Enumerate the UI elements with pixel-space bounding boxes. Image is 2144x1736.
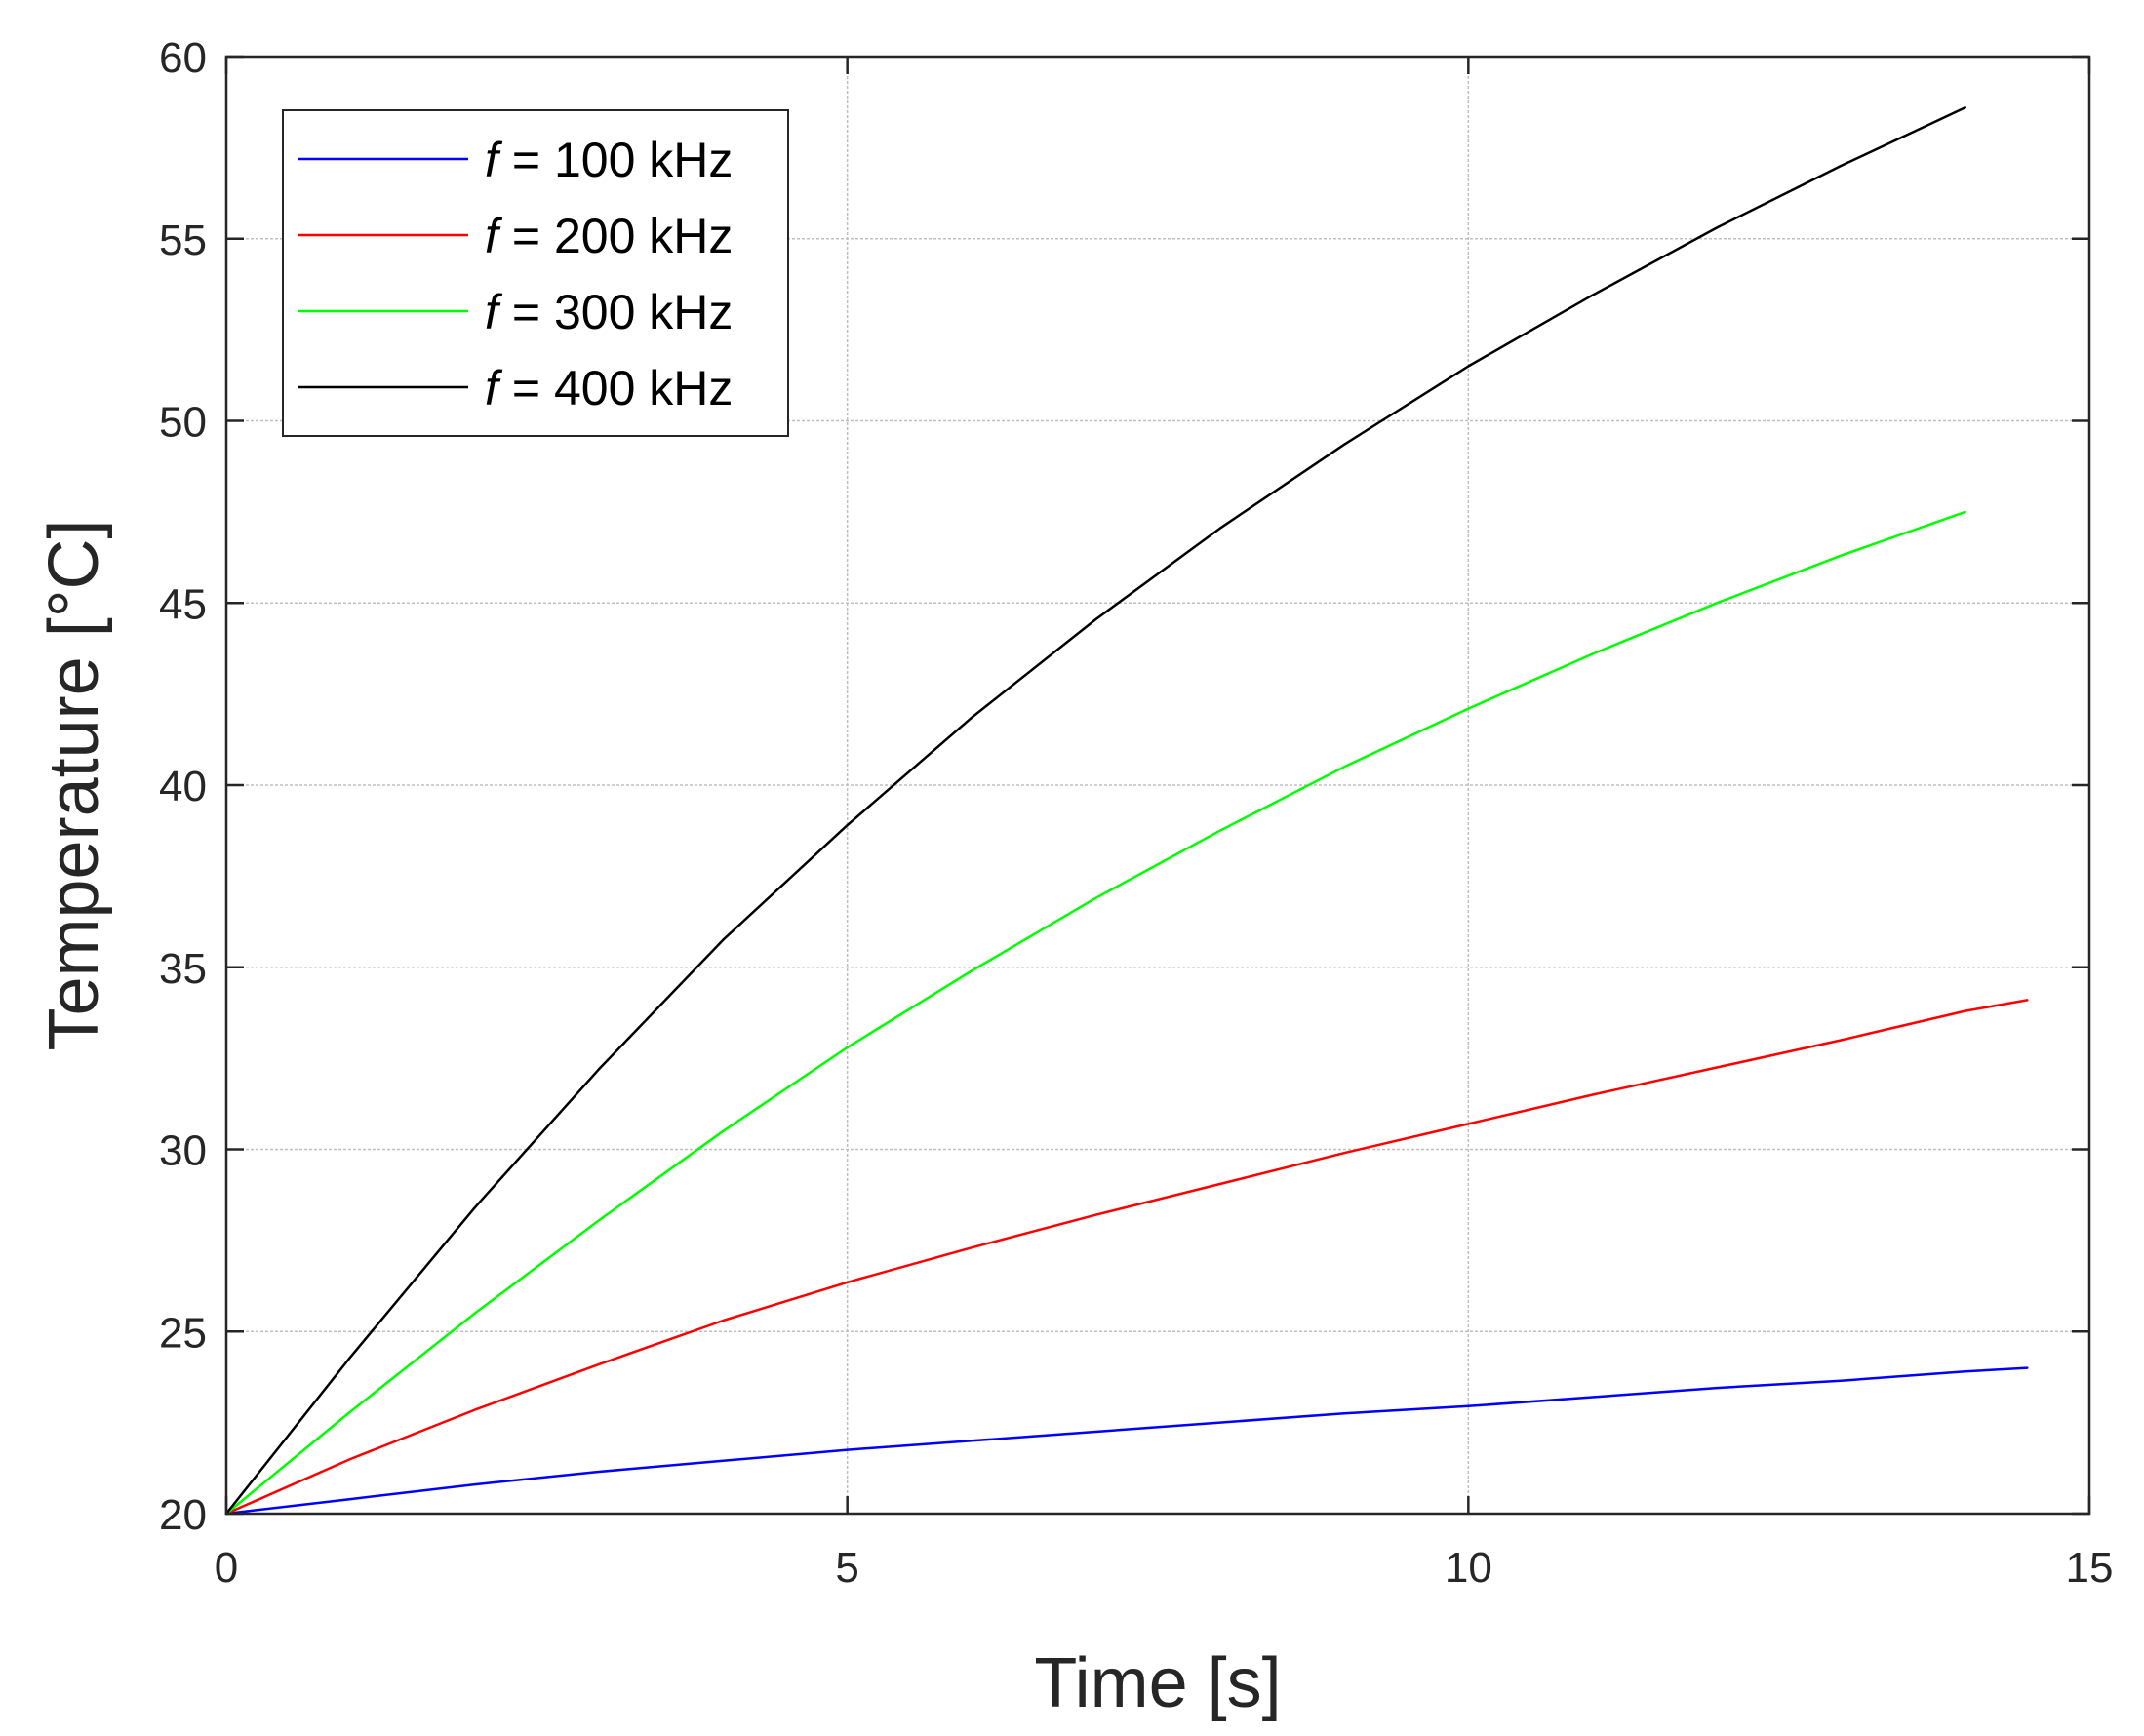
legend-value: = 300 kHz [512,285,734,339]
legend: f = 100 kHz f = 200 kHz f = 300 kHz f = 400 kHz [282,109,789,437]
legend-box [282,109,789,437]
series-line-200-khz [224,999,2029,1516]
y-tick-label: 45 [159,580,207,628]
legend-label: f = 400 kHz [485,361,733,415]
y-tick-labels: 20 25 30 35 40 45 50 55 60 [159,34,207,1539]
tick-marks [224,55,2091,1516]
legend-item: f = 200 kHz [298,209,733,263]
legend-value: = 400 kHz [512,361,734,415]
y-tick-label: 40 [159,763,207,810]
y-axis-title: Temperature [°C] [35,520,113,1051]
x-tick-labels: 0 5 10 15 [215,1544,2114,1592]
legend-item: f = 400 kHz [298,361,733,415]
x-tick-label: 15 [2066,1544,2114,1592]
y-tick-label: 60 [159,34,207,82]
x-axis-title: Time [s] [1034,1644,1281,1722]
x-tick-label: 10 [1445,1544,1492,1592]
legend-value: = 100 kHz [512,133,734,187]
legend-label: f = 200 kHz [485,209,733,263]
x-tick-label: 5 [835,1544,858,1592]
x-tick-label: 0 [215,1544,238,1592]
y-tick-label: 30 [159,1127,207,1175]
y-tick-label: 50 [159,399,207,447]
legend-label: f = 100 kHz [485,133,733,187]
legend-label: f = 300 kHz [485,285,733,339]
legend-value: = 200 kHz [512,209,734,263]
y-tick-label: 55 [159,217,207,264]
series-line-400-khz [224,106,1966,1516]
series-line-100-khz [224,1366,2029,1516]
series-line-300-khz [224,510,1966,1516]
legend-item: f = 100 kHz [298,133,733,187]
y-tick-label: 25 [159,1309,207,1357]
y-tick-label: 20 [159,1491,207,1539]
grid-lines [226,57,2089,1514]
y-tick-label: 35 [159,945,207,993]
series-layer [224,106,2029,1516]
legend-item: f = 300 kHz [298,285,733,339]
